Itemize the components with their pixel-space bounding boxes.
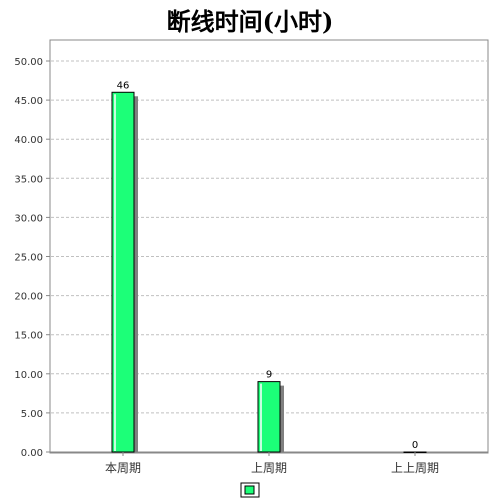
y-tick-label: 5.00 [21,409,43,420]
y-tick-label: 10.00 [14,370,43,381]
y-tick-label: 0.00 [21,448,43,459]
x-axis: 本周期 上周期 上上周期 [105,452,439,475]
y-tick-label: 35.00 [14,174,43,185]
category-label: 本周期 [105,461,141,475]
data-label: 46 [117,80,130,91]
bars: 46 9 0 [111,80,427,453]
category-label: 上周期 [251,461,287,475]
y-tick-label: 25.00 [14,253,43,264]
chart-title: 断线时间(小时) [166,7,334,36]
y-tick-label: 30.00 [14,213,43,224]
y-tick-label: 20.00 [14,292,43,303]
legend [240,482,260,498]
category-label: 上上周期 [391,461,439,475]
y-tick-label: 45.00 [14,96,43,107]
y-tick-label: 40.00 [14,135,43,146]
y-tick-label: 50.00 [14,57,43,68]
data-label: 0 [412,440,418,451]
legend-swatch [244,485,255,495]
y-tick-label: 15.00 [14,331,43,342]
data-label: 9 [266,370,272,381]
